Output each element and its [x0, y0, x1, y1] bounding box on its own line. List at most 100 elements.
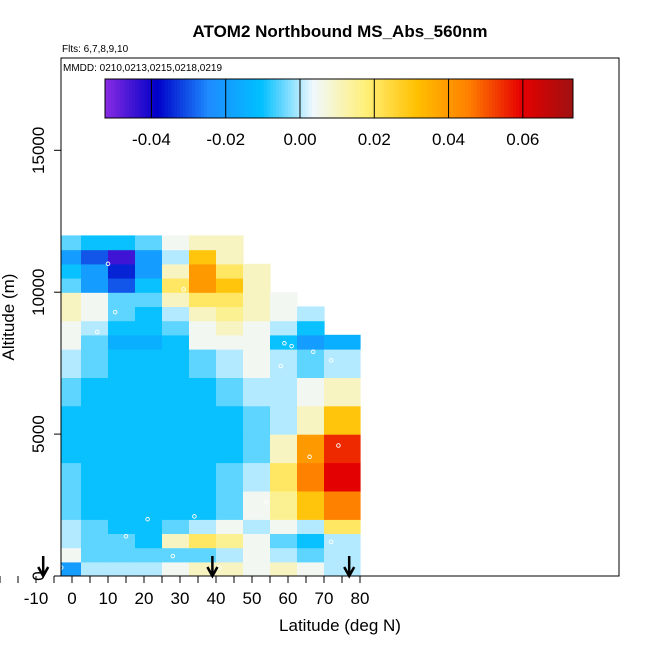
heatmap-cell — [0, 548, 1, 563]
colorbar-swatch — [402, 79, 406, 118]
heatmap-cell — [61, 434, 82, 464]
colorbar-swatch — [171, 79, 175, 118]
colorbar-swatch — [300, 79, 304, 118]
colorbar-swatch — [258, 79, 262, 118]
heatmap-cell — [27, 335, 55, 350]
heatmap-cell — [162, 547, 190, 563]
colorbar-swatch — [381, 79, 385, 118]
heatmap-cell — [81, 349, 109, 378]
x-tick-label: 50 — [243, 589, 262, 608]
colorbar-swatch — [252, 79, 256, 118]
colorbar-swatch — [363, 79, 367, 118]
x-tick-label: -10 — [24, 589, 49, 608]
heatmap-cell — [61, 405, 82, 435]
heatmap-cell — [0, 519, 28, 534]
x-axis-label: Latitude (deg N) — [279, 616, 401, 635]
colorbar-swatch — [357, 79, 361, 118]
colorbar-swatch — [393, 79, 397, 118]
colorbar-tick-label: -0.02 — [206, 130, 245, 149]
colorbar-swatch — [144, 79, 148, 118]
heatmap-cell — [324, 519, 361, 534]
heatmap-cell — [108, 533, 136, 549]
heatmap-cell — [61, 334, 82, 350]
colorbar-swatch — [477, 79, 481, 118]
colorbar-swatch — [333, 79, 337, 118]
heatmap-cell — [135, 561, 163, 576]
heatmap-cell — [297, 334, 325, 350]
heatmap-cell — [0, 406, 28, 435]
heatmap-cell — [108, 462, 136, 492]
colorbar-swatch — [180, 79, 184, 118]
heatmap-cell — [324, 547, 361, 563]
colorbar-swatch — [111, 79, 115, 118]
colorbar-swatch — [396, 79, 400, 118]
heatmap-cell — [81, 462, 109, 492]
heatmap-cell — [297, 405, 325, 435]
colorbar-swatch — [186, 79, 190, 118]
colorbar-swatch — [288, 79, 292, 118]
colorbar-swatch — [282, 79, 286, 118]
heatmap-cell — [324, 405, 361, 435]
chart-title: ATOM2 Northbound MS_Abs_560nm — [192, 22, 487, 41]
heatmap-cell — [61, 533, 82, 549]
heatmap-cell — [108, 292, 136, 307]
colorbar-swatch — [177, 79, 181, 118]
heatmap-cell — [27, 235, 55, 250]
colorbar-swatch — [120, 79, 124, 118]
heatmap-cell — [189, 235, 217, 251]
heatmap-cell — [243, 519, 271, 534]
heatmap-cell — [0, 250, 28, 265]
heatmap-cell — [81, 490, 109, 520]
heatmap-cell — [135, 533, 163, 549]
heatmap-cell — [297, 349, 325, 378]
colorbar-swatch — [114, 79, 118, 118]
heatmap-cell — [108, 263, 136, 279]
flights-subtitle: Flts: 6,7,8,9,10 — [62, 44, 129, 55]
colorbar-swatch — [228, 79, 232, 118]
heatmap-cell — [81, 519, 109, 534]
sample-point — [264, 499, 269, 505]
heatmap-cell — [0, 533, 1, 548]
colorbar-swatch — [279, 79, 283, 118]
heatmap-cell — [162, 533, 190, 549]
heatmap-cell — [61, 320, 82, 336]
heatmap-cell — [0, 434, 28, 463]
heatmap-cell — [297, 320, 325, 336]
colorbar-swatch — [303, 79, 307, 118]
heatmap-cell — [108, 405, 136, 435]
colorbar-swatch — [168, 79, 172, 118]
colorbar-swatch — [225, 79, 229, 118]
heatmap-cell — [0, 250, 1, 265]
heatmap-cell — [243, 434, 271, 464]
colorbar-swatch — [417, 79, 421, 118]
colorbar-swatch — [471, 79, 475, 118]
y-axis-label: Altitude (m) — [0, 274, 18, 361]
heatmap-cell — [135, 547, 163, 563]
colorbar-swatch — [567, 79, 571, 118]
colorbar-swatch — [378, 79, 382, 118]
colorbar-swatch — [210, 79, 214, 118]
colorbar-swatch — [234, 79, 238, 118]
heatmap-cell — [270, 547, 298, 563]
heatmap-cell — [0, 533, 28, 548]
y-tick-label: 5000 — [29, 415, 48, 453]
heatmap-cell — [270, 349, 298, 378]
colorbar-swatch — [312, 79, 316, 118]
colorbar-swatch — [495, 79, 499, 118]
colorbar-swatch — [462, 79, 466, 118]
colorbar-swatch — [129, 79, 133, 118]
colorbar-swatch — [429, 79, 433, 118]
colorbar-swatch — [537, 79, 541, 118]
heatmap-cell — [162, 235, 190, 251]
heatmap-cell — [162, 490, 190, 520]
colorbar-swatch — [264, 79, 268, 118]
heatmap-cell — [324, 462, 361, 492]
heatmap-cell — [0, 519, 1, 534]
sample-point — [282, 341, 287, 346]
heatmap-cell — [216, 292, 244, 307]
colorbar-swatch — [372, 79, 376, 118]
colorbar-swatch — [510, 79, 514, 118]
heatmap-cell — [297, 490, 325, 520]
heatmap-cell — [324, 533, 361, 549]
heatmap-cell — [189, 263, 217, 279]
